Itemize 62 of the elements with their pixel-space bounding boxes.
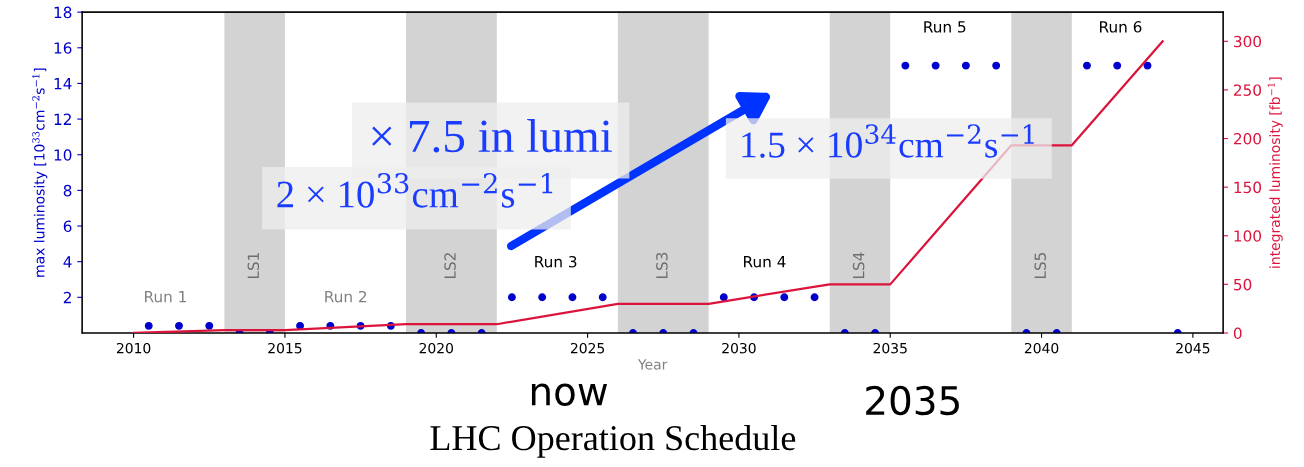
y2-tick-label: 200: [1233, 132, 1262, 145]
annotation: Run 1: [145, 291, 186, 303]
point: [568, 293, 577, 302]
text: LHC Operation Schedule: [430, 424, 796, 458]
point: [992, 61, 1001, 70]
point: [507, 293, 516, 302]
annotation: Run 4: [744, 256, 786, 268]
text: now: [531, 383, 608, 406]
y-tick-label: 2: [63, 291, 71, 304]
point: [175, 321, 183, 330]
line-series: [132, 40, 1164, 333]
y-tick-label: 14: [54, 78, 72, 90]
x-tick-label: 2045: [1176, 342, 1210, 354]
x-tick-label: 2035: [873, 342, 907, 354]
annotation: Run 6: [1100, 21, 1142, 33]
y2-axis-title: integrated luminosity [fb$^{−1}$]: [1267, 77, 1283, 268]
point: [144, 321, 153, 330]
point: [1083, 61, 1091, 70]
band-label: LS4: [852, 252, 865, 279]
y2-tick-label: 300: [1234, 35, 1262, 48]
annotation: 2 × 10$^{33}$cm$^{−2}$s$^{−1}$: [277, 172, 553, 208]
point: [961, 61, 970, 70]
y-tick-label: 12: [54, 113, 71, 125]
point: [719, 293, 728, 302]
point: [931, 61, 940, 70]
text: 2035: [866, 385, 959, 416]
point: [598, 293, 607, 302]
point: [1143, 61, 1152, 70]
x-tick-label: 2015: [268, 342, 302, 354]
x-tick-label: 2025: [570, 342, 605, 354]
point: [810, 293, 819, 302]
point: [901, 61, 910, 70]
point: [780, 293, 789, 302]
x-tick-label: 2020: [419, 342, 454, 354]
y-tick-label: 10: [54, 149, 72, 161]
y2-tick-label: 50: [1234, 278, 1252, 291]
y2-tick-label: 0: [1233, 327, 1242, 339]
y-tick-label: 18: [54, 6, 72, 19]
y-axis-title: max luminosity [10$^{33}$cm$^{−2}$s$^{−1}$]: [32, 68, 48, 277]
point: [538, 293, 547, 302]
annotation: Run 5: [924, 21, 966, 33]
x-tick-label: 2030: [722, 342, 756, 354]
x-tick-label: 2040: [1024, 342, 1059, 354]
y-tick-label: 4: [63, 256, 72, 268]
x-axis-title: Year: [637, 359, 668, 370]
band-label: LS5: [1034, 252, 1046, 279]
annotation: Run 3: [535, 255, 577, 268]
y2-tick-label: 250: [1233, 84, 1262, 96]
point: [205, 321, 214, 330]
x-tick-label: 2010: [116, 342, 151, 354]
y2-tick-label: 100: [1234, 230, 1262, 242]
band-label: LS1: [247, 253, 260, 279]
annotation: 1.5 × 10$^{34}$cm$^{−2}$s$^{−1}$: [742, 124, 1034, 158]
band-label: LS2: [444, 253, 456, 279]
y-tick-label: 8: [63, 184, 72, 197]
y-tick-label: 16: [54, 42, 72, 54]
annotation: × 7.5 in lumi: [372, 119, 612, 153]
band-label: LS3: [656, 252, 668, 279]
annotation: Run 2: [325, 290, 367, 303]
point: [1113, 61, 1122, 70]
y2-tick-label: 150: [1234, 181, 1262, 194]
y-tick-label: 6: [63, 220, 72, 233]
